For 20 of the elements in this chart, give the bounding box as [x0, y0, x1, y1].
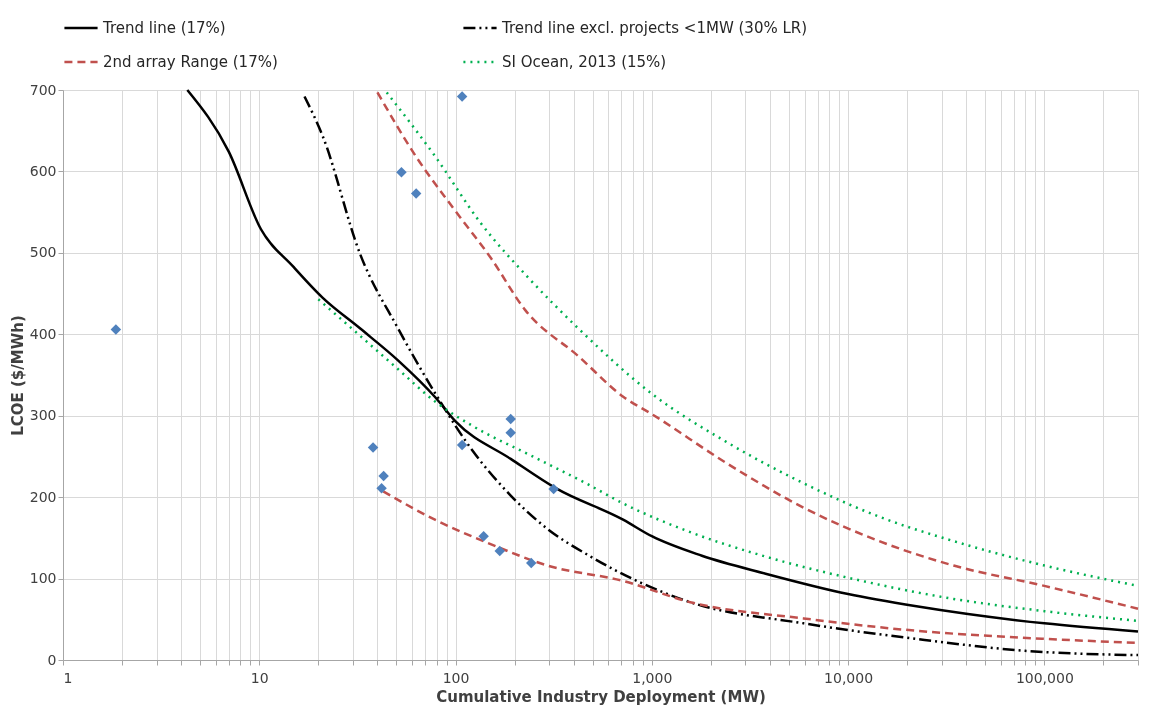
- y-tick-label: 100: [29, 570, 57, 587]
- x-tick-label: 1,000: [632, 669, 673, 686]
- legend-label: SI Ocean, 2013 (15%): [502, 53, 667, 71]
- y-tick-label: 600: [29, 162, 57, 179]
- x-tick-label: 100: [442, 669, 470, 686]
- legend-label: 2nd array Range (17%): [103, 53, 278, 71]
- legend-label: Trend line (17%): [102, 19, 226, 37]
- y-tick-label: 700: [29, 81, 57, 98]
- y-tick-label: 0: [47, 651, 57, 668]
- y-tick-label: 300: [29, 407, 57, 424]
- x-tick-label: 10: [250, 669, 269, 686]
- y-tick-label: 200: [29, 488, 57, 505]
- y-tick-label: 400: [29, 325, 57, 342]
- x-tick-label: 1: [63, 669, 73, 686]
- x-axis-title: Cumulative Industry Deployment (MW): [436, 687, 766, 706]
- legend-label: Trend line excl. projects <1MW (30% LR): [501, 19, 808, 37]
- x-tick-label: 10,000: [824, 669, 874, 686]
- y-axis-title: LCOE ($/MWh): [8, 315, 27, 436]
- x-tick-label: 100,000: [1015, 669, 1074, 686]
- y-tick-label: 500: [29, 244, 57, 261]
